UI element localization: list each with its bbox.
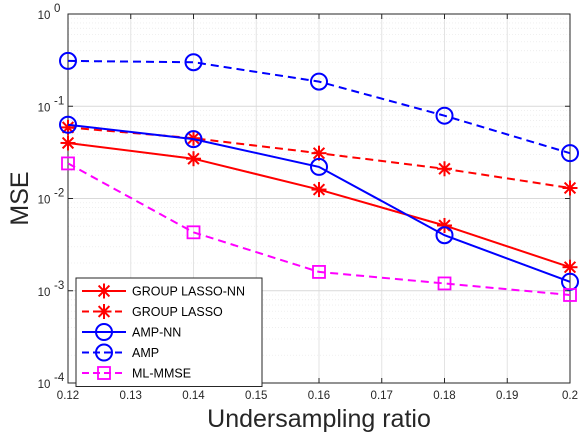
data-point — [184, 53, 203, 72]
x-tick-label: 0.2 — [562, 390, 578, 402]
legend-label: AMP — [132, 346, 159, 360]
x-tick-label: 0.17 — [371, 390, 393, 402]
y-tick-exponent: -4 — [54, 372, 65, 384]
data-point — [310, 72, 328, 91]
x-tick-label: 0.12 — [57, 390, 79, 402]
legend-entry: ML-MMSE — [82, 366, 191, 381]
legend-marker — [95, 343, 113, 362]
series-ml-mmse — [61, 156, 577, 302]
y-tick-exponent: -2 — [54, 188, 64, 200]
y-tick-exponent: 0 — [54, 3, 60, 15]
data-point — [437, 161, 452, 177]
legend: GROUP LASSO-NN GROUP LASSO AMP-NN AMP ML-MMS… — [75, 277, 263, 387]
legend-label: GROUP LASSO-NN — [132, 285, 245, 299]
legend-label: AMP-NN — [132, 326, 181, 340]
y-tick-exponent: -3 — [54, 280, 64, 292]
data-point — [435, 226, 454, 245]
data-point — [59, 51, 77, 70]
legend-label: GROUP LASSO — [132, 305, 223, 319]
x-tick-label: 0.19 — [496, 390, 518, 402]
legend-marker — [96, 283, 112, 299]
series — [59, 51, 579, 302]
data-point — [186, 151, 201, 167]
x-tick-label: 0.16 — [308, 390, 330, 402]
legend-marker — [96, 304, 112, 319]
y-tick-label: 10 — [38, 10, 51, 22]
data-point — [311, 182, 327, 198]
data-point — [435, 106, 454, 125]
legend-marker — [95, 323, 113, 341]
data-point — [562, 180, 578, 196]
series-amp — [59, 51, 579, 163]
legend-entry: GROUP LASSO — [82, 304, 223, 319]
data-point — [59, 115, 77, 134]
data-point — [561, 144, 579, 163]
data-point — [312, 265, 326, 279]
series-amp-nn — [59, 115, 579, 291]
data-point — [61, 156, 75, 171]
data-point — [60, 135, 76, 151]
y-tick-label: 10 — [38, 102, 51, 114]
x-tick-label: 0.14 — [182, 390, 205, 402]
y-tick-label: 10 — [38, 379, 51, 391]
series-line — [67, 162, 571, 296]
x-tick-label: 0.13 — [120, 390, 142, 402]
data-point — [310, 157, 328, 176]
legend-entry: GROUP LASSO-NN — [82, 283, 245, 299]
y-axis-label: MSE — [6, 171, 34, 225]
x-tick-label: 0.18 — [433, 390, 455, 402]
legend-marker — [97, 366, 111, 380]
x-tick-label: 0.15 — [245, 390, 267, 402]
y-tick-label: 10 — [38, 287, 51, 299]
data-point — [184, 130, 203, 149]
data-point — [563, 288, 577, 302]
y-tick-label: 10 — [38, 195, 51, 207]
series-line — [67, 123, 571, 283]
x-axis-label: Undersampling ratio — [207, 405, 431, 433]
legend-entry: AMP — [82, 343, 159, 362]
y-tick-exponent: -1 — [54, 95, 64, 107]
legend-label: ML-MMSE — [132, 367, 191, 381]
series-line — [67, 59, 571, 155]
data-point — [437, 217, 452, 233]
data-point — [186, 225, 201, 240]
legend-entry: AMP-NN — [82, 323, 181, 341]
data-point — [562, 259, 578, 275]
data-point — [437, 276, 452, 291]
